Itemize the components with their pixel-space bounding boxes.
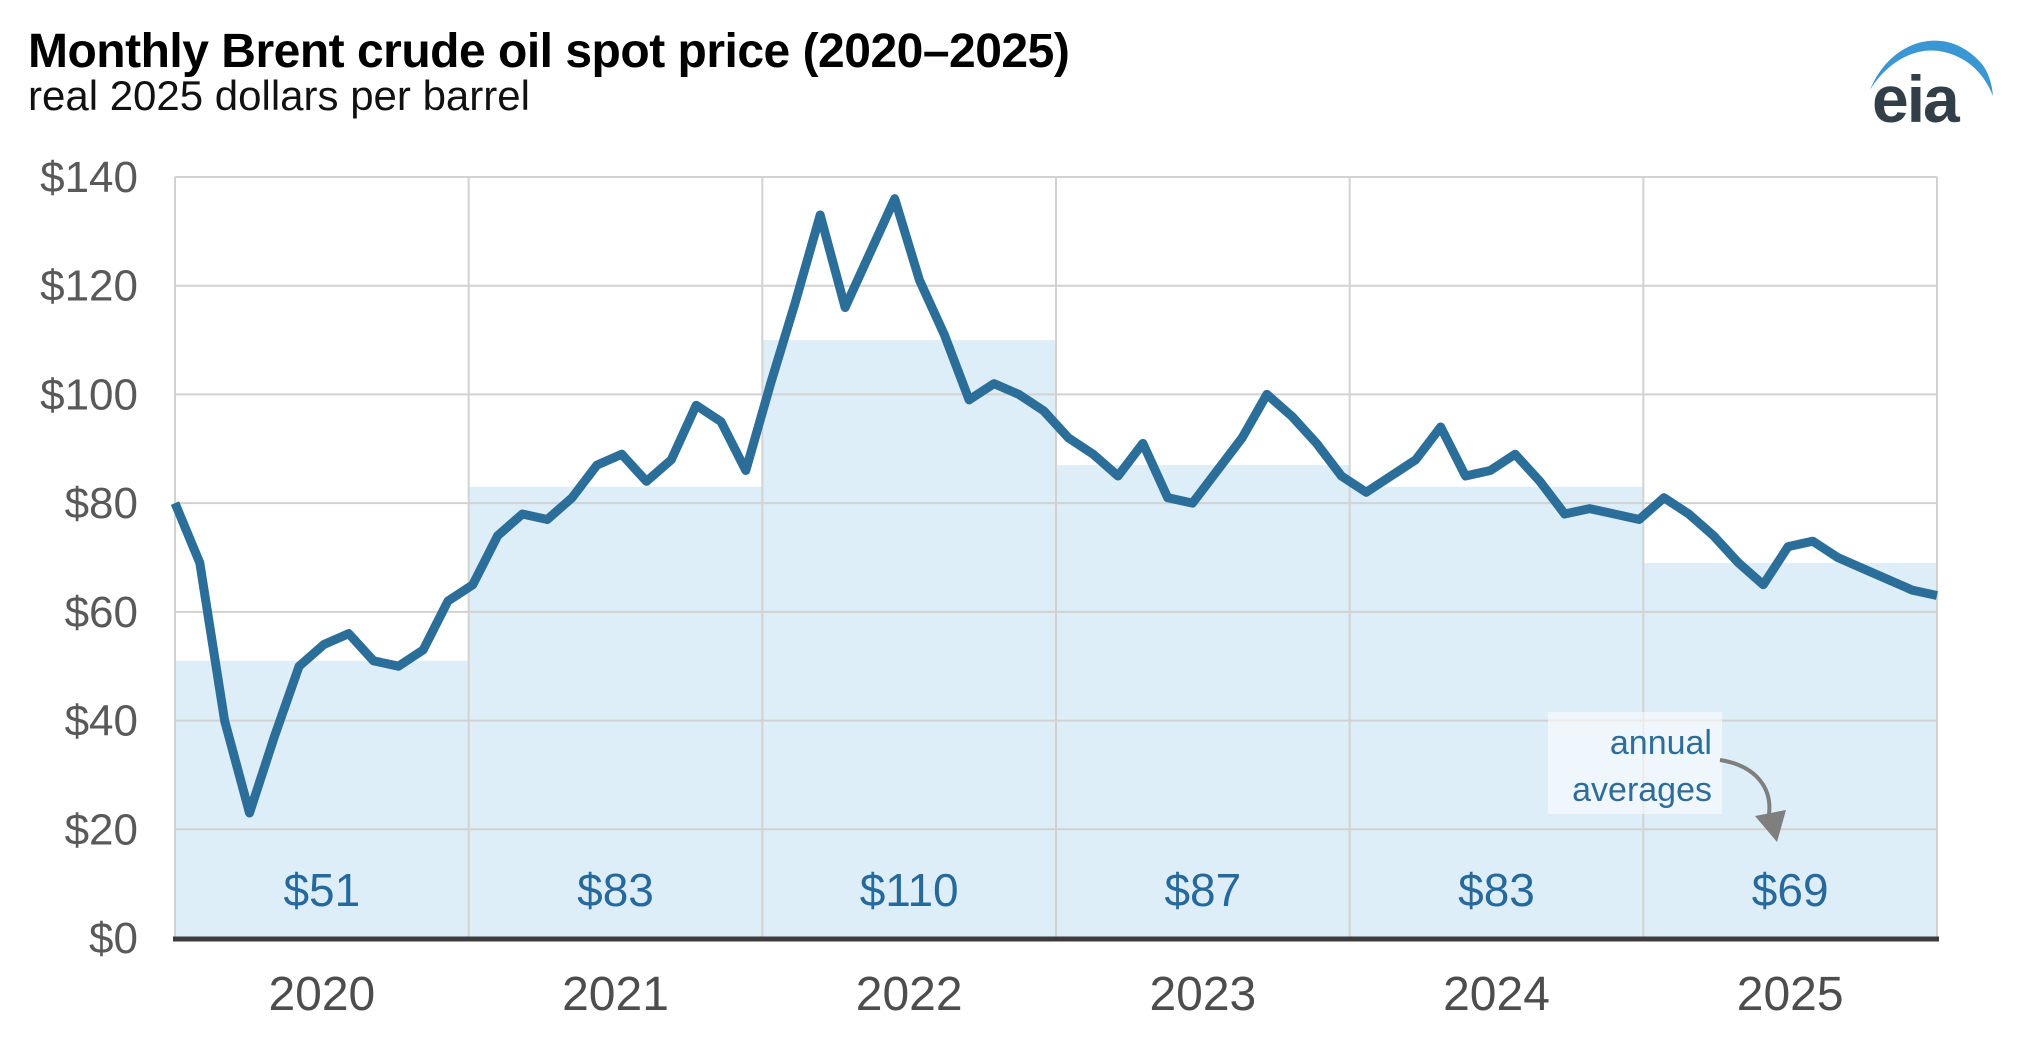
eia-logo-text: eia	[1872, 62, 1961, 126]
x-axis-year-label: 2023	[1149, 968, 1256, 1021]
annotation-arrow-icon	[1719, 758, 1772, 815]
monthly-price-line-group	[170, 194, 1938, 818]
x-axis-year-label: 2021	[562, 968, 669, 1021]
y-axis-tick-label: $60	[65, 588, 138, 637]
x-axis-year-label: 2025	[1737, 968, 1844, 1021]
eia-logo-swoosh-icon	[1870, 40, 1993, 96]
eia-logo: eia	[1870, 40, 1993, 126]
y-axis-tick-label: $80	[65, 479, 138, 528]
x-axis-year-label: 2022	[856, 968, 963, 1021]
plot-border	[174, 177, 1938, 938]
annual-average-value-label: $87	[1164, 864, 1241, 916]
x-axis-year-labels: 2020 2021 2022 2023 2024 2025	[268, 968, 1843, 1021]
annotation-arrowhead-icon	[1755, 810, 1786, 842]
y-axis-tick-label: $0	[89, 914, 138, 963]
annual-average-value-label: $83	[577, 864, 654, 916]
y-axis-tick-label: $140	[40, 153, 138, 202]
annual-average-value-label: $69	[1752, 864, 1829, 916]
annual-average-value-label: $51	[283, 864, 360, 916]
annotation-group: annual averages	[1548, 712, 1786, 842]
chart-subtitle: real 2025 dollars per barrel	[28, 72, 530, 119]
annotation-text-annual: annual	[1610, 724, 1712, 762]
annotation-text-averages: averages	[1572, 771, 1712, 809]
monthly-price-line	[170, 194, 1938, 818]
y-axis-tick-label: $120	[40, 262, 138, 311]
annual-average-bar	[762, 340, 1056, 939]
annual-average-value-label: $110	[860, 864, 959, 916]
y-axis-tick-labels: $0 $20 $40 $60 $80 $100 $120 $140	[40, 153, 138, 963]
y-axis-tick-label: $40	[65, 697, 138, 746]
annual-average-value-labels: $51 $83 $110 $87 $83 $69	[283, 864, 1828, 916]
chart-title: Monthly Brent crude oil spot price (2020…	[28, 25, 1070, 78]
y-axis-tick-label: $20	[65, 805, 138, 854]
y-axis-tick-label: $100	[40, 370, 138, 419]
annotation-halo	[1548, 712, 1722, 814]
annual-average-bars	[175, 340, 1937, 939]
annual-average-bar	[1056, 465, 1350, 938]
x-axis-year-label: 2024	[1443, 968, 1550, 1021]
x-axis-year-label: 2020	[268, 968, 375, 1021]
annual-average-value-label: $83	[1458, 864, 1535, 916]
annual-average-bar	[468, 486, 763, 938]
